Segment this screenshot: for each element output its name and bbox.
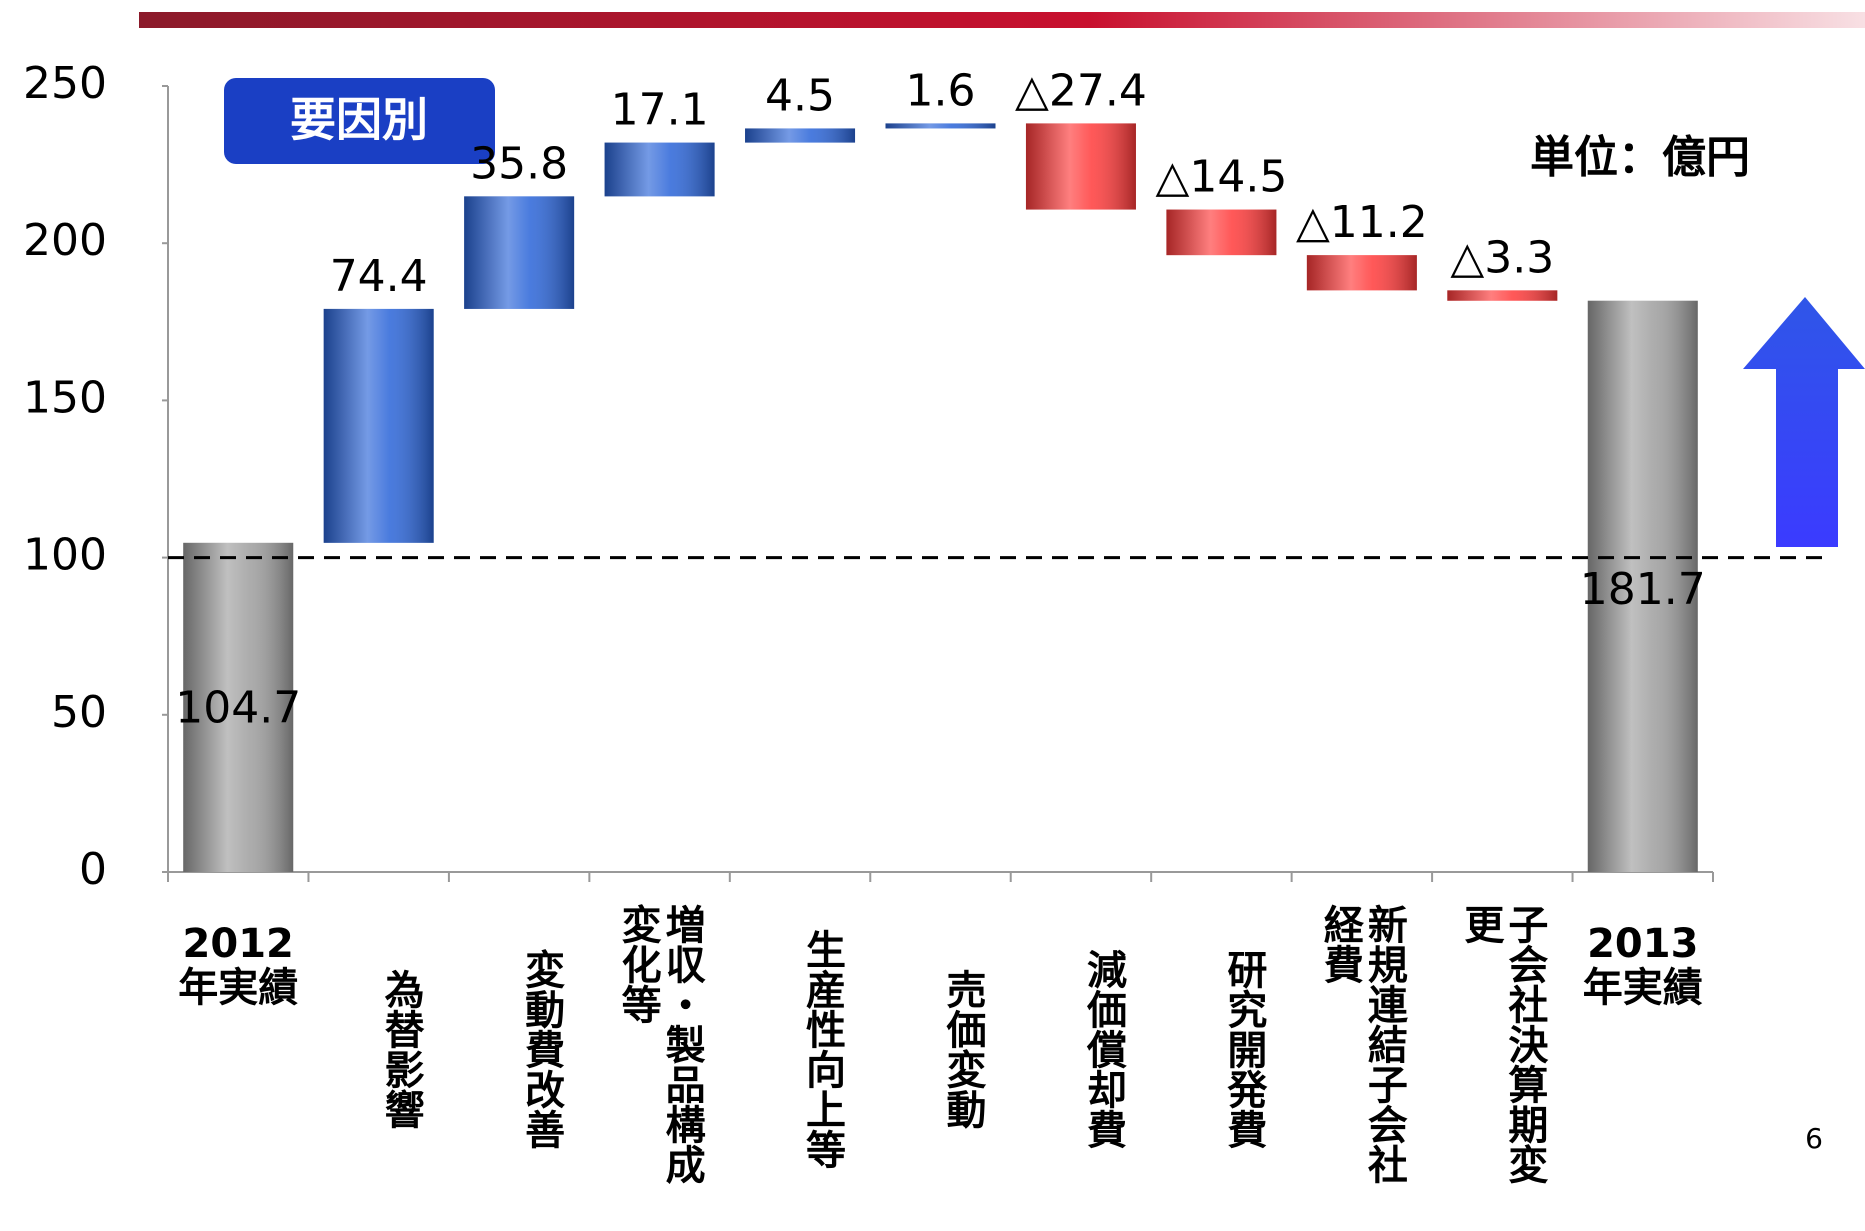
value-label: 17.1	[611, 85, 709, 136]
y-tick-label: 250	[23, 58, 107, 109]
header-banner	[139, 12, 1865, 28]
bar-shine	[1166, 209, 1277, 256]
value-label: 1.6	[906, 65, 976, 116]
y-tick-label: 200	[23, 215, 107, 266]
bar-shine	[464, 196, 575, 309]
x-tick-label: 2012年実績	[178, 921, 299, 1011]
value-label: △11.2	[1296, 197, 1428, 248]
value-label: △14.5	[1156, 152, 1288, 203]
x-tick-label: 生産性向上等	[799, 929, 846, 1169]
value-label: △27.4	[1015, 65, 1147, 116]
page-number: 6	[1805, 1122, 1823, 1155]
bar-shine	[885, 123, 996, 129]
y-tick-label: 100	[23, 530, 107, 581]
up-arrow	[1743, 297, 1865, 547]
value-label: △3.3	[1450, 232, 1554, 283]
x-tick-label: 増収・製品構成変化等	[614, 904, 705, 1184]
bar-shine	[604, 142, 715, 197]
value-label: 35.8	[470, 138, 568, 189]
y-tick-label: 150	[23, 372, 107, 423]
bar-shine	[1447, 290, 1558, 301]
x-tick-label: 新規連結子会社経費	[1316, 904, 1407, 1184]
bar-shine	[183, 542, 294, 872]
bar-shine	[323, 308, 434, 543]
bar-shine	[1306, 255, 1417, 291]
x-tick-label: 為替影響	[377, 969, 424, 1129]
value-label: 4.5	[765, 70, 835, 121]
bar-shine	[1025, 123, 1136, 210]
y-tick-label: 50	[51, 687, 107, 738]
x-tick-label: 2013年実績	[1582, 921, 1703, 1011]
unit-label: 単位：億円	[1530, 132, 1750, 183]
x-tick-label: 変動費改善	[518, 949, 565, 1149]
badge-text: 要因別	[290, 93, 428, 147]
badge-box	[224, 78, 495, 164]
bar-shine	[1587, 300, 1698, 872]
y-tick-label: 0	[79, 844, 107, 895]
value-label: 74.4	[330, 251, 428, 302]
x-tick-label: 売価変動	[939, 969, 986, 1129]
value-label: 181.7	[1580, 564, 1706, 615]
value-label: 104.7	[175, 683, 301, 734]
bar-shine	[745, 128, 856, 143]
x-tick-label: 子会社決算期変更	[1457, 904, 1548, 1184]
x-tick-label: 研究開発費	[1220, 949, 1267, 1149]
x-tick-label: 減価償却費	[1079, 949, 1126, 1149]
